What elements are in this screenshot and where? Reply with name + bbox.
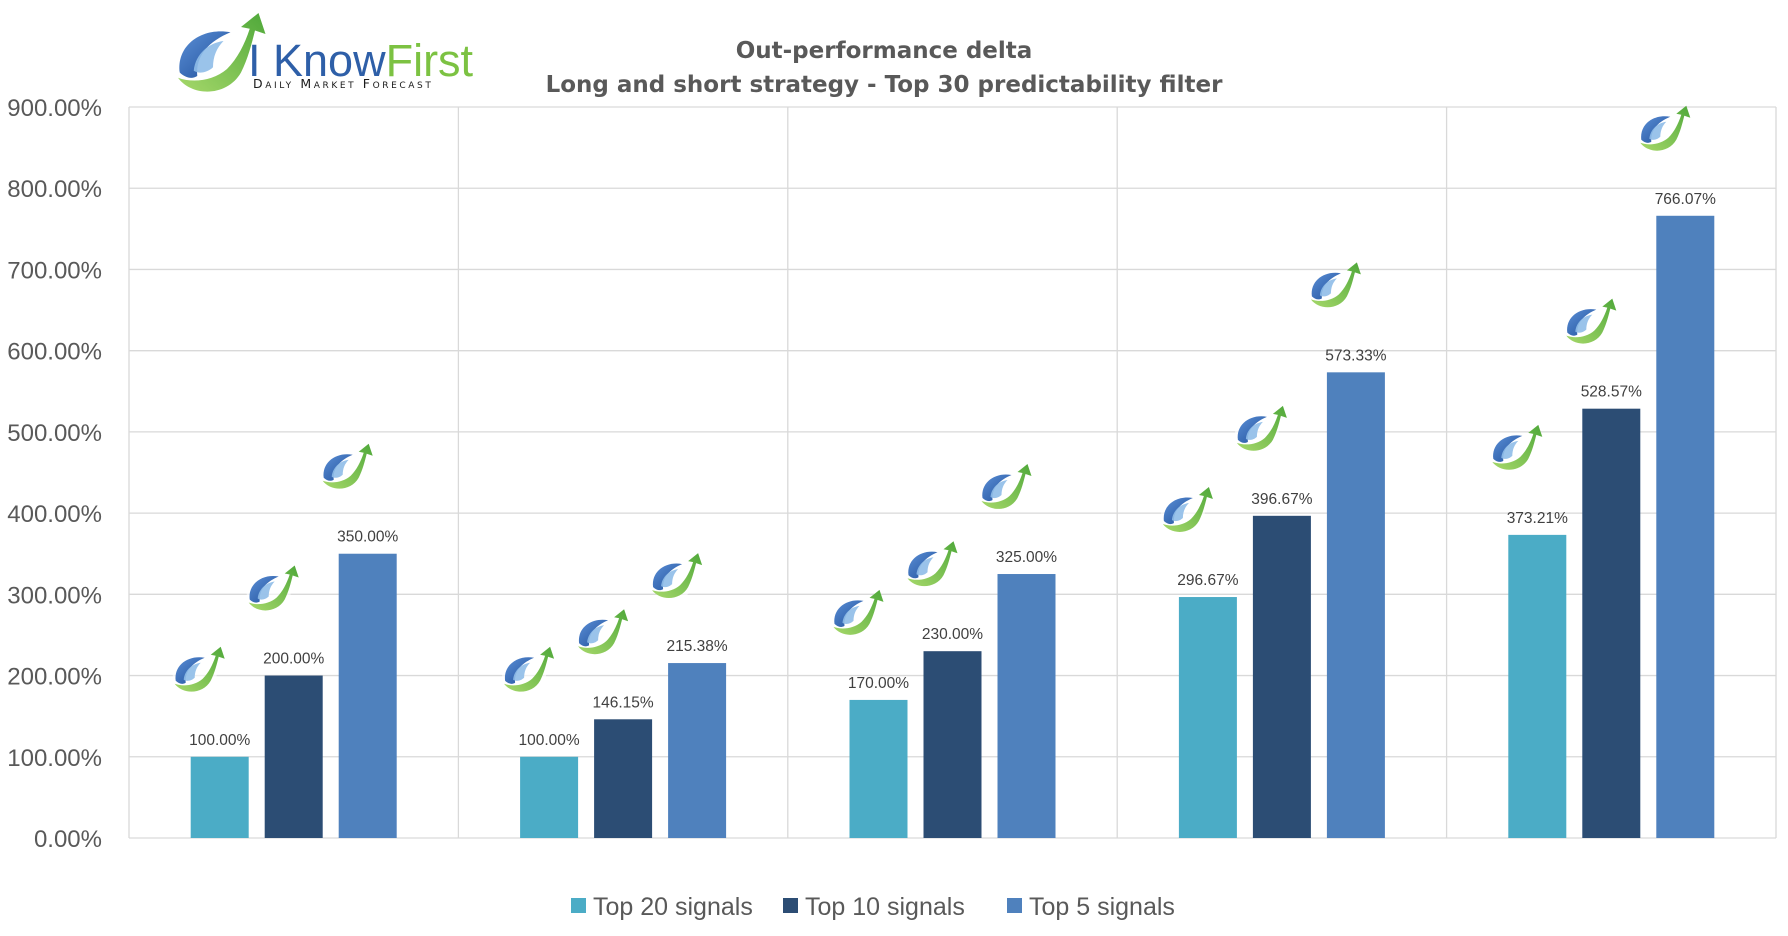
bar-marker-icon [1638, 105, 1691, 153]
data-label: 766.07% [1655, 191, 1716, 208]
bar-marker-icon [320, 443, 373, 491]
data-label: 215.38% [666, 638, 727, 655]
bar [668, 663, 727, 838]
y-tick-label: 600.00% [7, 339, 102, 366]
data-label: 528.57% [1581, 384, 1642, 401]
bar [1252, 515, 1311, 838]
svg-text:I KnowFirst: I KnowFirst [248, 35, 474, 86]
bar-marker-icon [576, 609, 629, 657]
bar [1656, 215, 1715, 838]
bar [264, 675, 323, 838]
legend-swatch [571, 898, 586, 913]
bar-marker-icon [650, 553, 703, 601]
bar-marker-icon [246, 565, 299, 613]
bars [190, 215, 1715, 838]
y-tick-label: 800.00% [7, 176, 102, 203]
legend-label: Top 10 signals [805, 893, 965, 921]
data-label: 100.00% [518, 732, 579, 749]
bar-marker-icon [172, 646, 225, 694]
logo-tagline: Daily Market Forecast [253, 76, 433, 91]
data-label: 396.67% [1251, 491, 1312, 508]
bar-marker-icons [172, 105, 1691, 694]
bar [520, 756, 579, 838]
logo-name-part2: First [386, 35, 474, 86]
data-label: 100.00% [189, 732, 250, 749]
logo-name-part1: I Know [248, 35, 386, 86]
legend-label: Top 5 signals [1029, 893, 1175, 921]
data-label: 296.67% [1177, 572, 1238, 589]
bar-marker-icon [979, 464, 1032, 512]
data-label: 170.00% [848, 675, 909, 692]
bar [1178, 597, 1237, 838]
bar-marker-icon [831, 589, 884, 637]
bar [190, 756, 249, 838]
data-label: 350.00% [337, 529, 398, 546]
y-tick-label: 300.00% [7, 582, 102, 609]
data-label: 373.21% [1507, 510, 1568, 527]
chart-title: Out-performance delta [736, 38, 1033, 64]
bar [997, 574, 1056, 838]
y-tick-label: 400.00% [7, 501, 102, 528]
data-labels: 100.00% 200.00% 350.00% 100.00% 146.15% 215.3… [189, 191, 1716, 749]
y-tick-label: 500.00% [7, 420, 102, 447]
y-tick-label: 100.00% [7, 745, 102, 772]
legend-swatch [783, 898, 798, 913]
legend-label: Top 20 signals [593, 893, 753, 921]
data-label: 230.00% [922, 626, 983, 643]
bar [1326, 372, 1385, 838]
bar-marker-icon [1234, 405, 1287, 453]
bar-marker-icon [1564, 298, 1617, 346]
bar [1582, 408, 1641, 838]
data-label: 325.00% [996, 549, 1057, 566]
bar-marker-icon [502, 646, 555, 694]
bar [1508, 534, 1567, 838]
bar-marker-icon [1160, 487, 1213, 535]
y-tick-label: 200.00% [7, 664, 102, 691]
chart-subtitle: Long and short strategy - Top 30 predict… [546, 72, 1223, 98]
y-axis-ticks: 0.00% 100.00% 200.00% 300.00% 400.00% 500.00%… [7, 95, 102, 853]
y-tick-label: 900.00% [7, 95, 102, 122]
bar-marker-icon [905, 541, 958, 589]
data-label: 200.00% [263, 651, 324, 668]
bar [923, 651, 982, 838]
bar [338, 553, 397, 838]
data-label: 573.33% [1325, 347, 1386, 364]
i-know-first-logo: I KnowFirst Daily Market Forecast [174, 13, 474, 96]
bar [594, 719, 653, 838]
y-tick-label: 700.00% [7, 257, 102, 284]
bar [849, 699, 908, 838]
gridlines [128, 106, 1777, 839]
legend: Top 20 signals Top 10 signals Top 5 signal… [571, 893, 1175, 921]
y-tick-label: 0.00% [34, 826, 102, 853]
data-label: 146.15% [592, 694, 653, 711]
legend-swatch [1007, 898, 1022, 913]
